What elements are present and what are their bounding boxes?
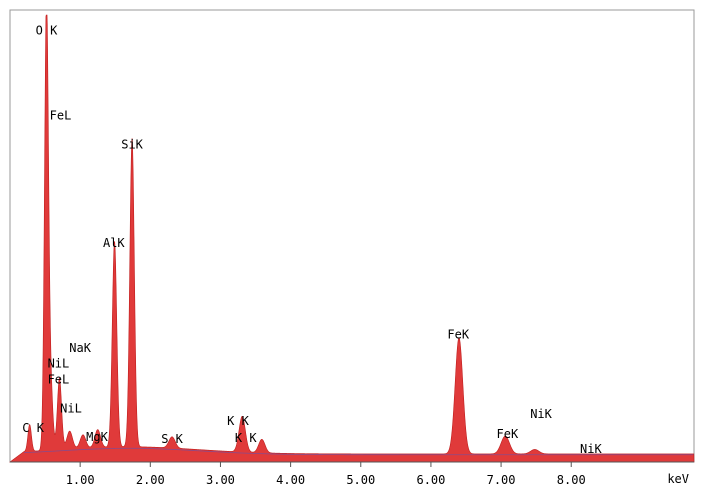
peak-label: MgK <box>86 430 108 444</box>
peak-label: S K <box>161 432 183 446</box>
peak-label: C K <box>22 421 44 435</box>
peak-label: SiK <box>121 138 143 152</box>
peak-label: O K <box>36 24 58 38</box>
x-tick-label: 5.00 <box>346 473 375 487</box>
x-tick-label: 4.00 <box>276 473 305 487</box>
x-axis-ticks: 1.00 2.00 3.00 4.00 5.00 6.00 7.00 8.00 <box>66 462 586 487</box>
peak-label: NiK <box>580 442 602 456</box>
x-tick-label: 6.00 <box>416 473 445 487</box>
x-tick-label: 8.00 <box>557 473 586 487</box>
x-tick-label: 1.00 <box>66 473 95 487</box>
peak-label: FeK <box>497 427 519 441</box>
x-tick-label: 2.00 <box>136 473 165 487</box>
peak-label: FeL <box>48 372 70 386</box>
peak-label: NiL <box>60 401 82 415</box>
peak-label: AlK <box>103 236 125 250</box>
peak-label: NaK <box>69 341 91 355</box>
peak-label: NiK <box>530 407 552 421</box>
peak-label: K K <box>227 414 249 428</box>
x-tick-label: 7.00 <box>487 473 516 487</box>
x-tick-label: 3.00 <box>206 473 235 487</box>
x-axis-label: keV <box>667 472 689 486</box>
peak-label: FeK <box>447 328 469 342</box>
peak-label: NiL <box>48 357 70 371</box>
background-curve <box>24 447 694 456</box>
peak-label: FeL <box>50 109 72 123</box>
spectrum-area <box>9 14 695 463</box>
peak-label: K K <box>235 431 257 445</box>
